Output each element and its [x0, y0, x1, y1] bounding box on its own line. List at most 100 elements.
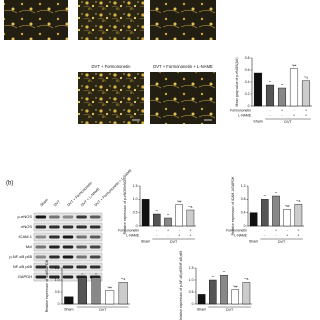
significance-label: *##	[107, 286, 112, 290]
blot-row-label: NF-κB p65	[13, 264, 33, 269]
bar	[261, 199, 269, 227]
significance-label: **	[223, 270, 226, 274]
group-label: DVT	[278, 240, 286, 244]
x-tick-label: Sham	[141, 239, 150, 243]
blot-column-label: DVT + Formononetin	[67, 181, 93, 207]
y-tick-label: 0.8	[245, 56, 250, 60]
blot-band	[49, 265, 60, 269]
micrograph	[78, 0, 144, 40]
treatment-sign: +	[281, 108, 283, 112]
y-tick-label: 1.0	[55, 278, 60, 282]
y-tick-label: 0.2	[245, 92, 250, 96]
blot-band	[62, 235, 74, 239]
blot-band	[35, 275, 47, 279]
y-tick-label: 0.4	[241, 211, 246, 215]
bar-chart: 0 0.5 1.0 1.5 Relative expression of Mcl/GAP…	[45, 259, 130, 312]
blot-band	[35, 215, 47, 219]
significance-label: **	[281, 83, 284, 87]
blot-band	[89, 215, 101, 219]
blot-band	[76, 265, 87, 269]
y-tick-label: 0.5	[133, 211, 138, 215]
y-tick-label: 1.5	[55, 266, 60, 270]
micrograph	[150, 0, 216, 40]
y-axis-label: Relative expression of p-NF-κB p65/NF-κB…	[179, 251, 183, 320]
y-tick-label: 0.5	[55, 290, 60, 294]
blot-band	[49, 275, 60, 279]
blot-strip	[33, 212, 103, 222]
significance-label: **	[95, 272, 98, 276]
blot-band	[49, 215, 60, 219]
x-tick-label: Sham	[249, 239, 258, 243]
y-tick-label: 0	[192, 302, 194, 306]
blot-band	[76, 255, 87, 259]
significance-label: *##	[233, 284, 238, 288]
bar-chart: 0 0.5 1.0 1.5 Relative expression of p-NF-κB…	[179, 251, 252, 320]
blot-band	[62, 255, 74, 259]
bar	[301, 80, 311, 107]
blot-band	[76, 215, 87, 219]
blot-band	[62, 245, 74, 249]
y-axis-label: Relative expression of Mcl/GAPDH	[45, 259, 49, 312]
micrograph	[78, 72, 144, 124]
blot-band	[49, 235, 60, 239]
treatment-name: Formononetin	[230, 108, 251, 112]
treatment-sign: -	[269, 113, 271, 117]
treatment-sign: +	[189, 228, 191, 232]
blot-column-label: Sham	[39, 198, 48, 207]
image-caption: DVT + Formononetin	[92, 64, 132, 69]
treatment-sign: -	[281, 113, 283, 117]
micrograph	[150, 72, 216, 124]
blot-row-label: p-eNOS	[18, 214, 33, 219]
blot-band	[35, 265, 47, 269]
x-tick-label: Sham	[197, 307, 206, 311]
bar	[253, 72, 263, 107]
treatment-sign: -	[179, 228, 181, 232]
bar	[272, 195, 280, 227]
treatment-name: L-NAME	[238, 113, 252, 117]
bar	[289, 68, 299, 107]
blot-band	[35, 245, 47, 249]
bar	[153, 213, 161, 227]
x-tick-label: Sham	[253, 119, 262, 123]
y-tick-label: 0.6	[245, 68, 250, 72]
bar	[64, 296, 74, 305]
blot-band	[49, 225, 60, 229]
treatment-name: Formononetin	[118, 228, 139, 232]
significance-label: **&	[304, 76, 308, 80]
treatment-sign: +	[286, 233, 288, 237]
treatment-name: L-NAME	[234, 233, 248, 237]
blot-row-label: Mcl	[26, 244, 32, 249]
y-tick-label: 0	[58, 302, 60, 306]
bar	[164, 217, 172, 227]
bar	[265, 84, 275, 107]
significance-label: **&	[296, 199, 300, 203]
bar	[209, 279, 217, 305]
y-axis-label: Mean gray value of p-eNOS(AU)	[235, 58, 239, 107]
treatment-sign: -	[156, 233, 158, 237]
bar	[249, 212, 258, 227]
treatment-sign: -	[264, 233, 266, 237]
y-axis-label: Relative expression of p-eNOS/eNOS	[123, 177, 127, 234]
group-label: DVT	[99, 308, 107, 312]
micrograph	[4, 0, 68, 40]
blot-column-label: DVT	[53, 199, 61, 207]
y-tick-label: 0	[136, 224, 138, 228]
blot-band	[89, 225, 101, 229]
bar	[91, 277, 101, 305]
treatment-sign: -	[269, 108, 271, 112]
significance-label: **&	[188, 205, 192, 209]
significance-label: **	[269, 80, 272, 84]
treatment-sign: +	[167, 228, 169, 232]
significance-label: **&	[121, 277, 125, 281]
bar	[242, 282, 251, 305]
bar-chart: 0 0.4 0.8 1.2 Relative expression of ICAM-1/…	[226, 176, 304, 244]
bar	[220, 275, 228, 305]
blot-band	[89, 235, 101, 239]
group-label: DVT	[226, 308, 234, 312]
x-tick-label: Sham	[64, 307, 73, 311]
y-tick-label: 1.5	[189, 266, 194, 270]
treatment-sign: +	[297, 233, 299, 237]
significance-label: **&	[244, 277, 248, 281]
blot-band	[49, 245, 60, 249]
bar	[294, 204, 303, 227]
